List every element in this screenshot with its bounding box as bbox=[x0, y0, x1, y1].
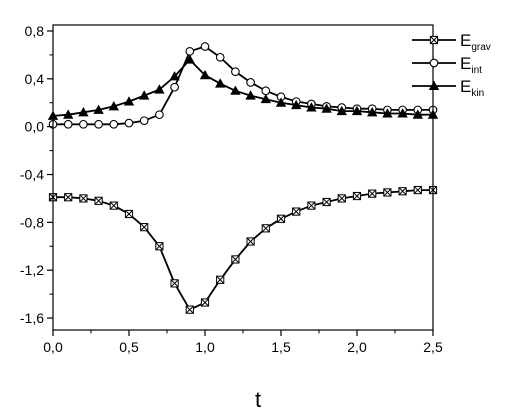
x-axis-title: t bbox=[255, 387, 261, 412]
data-point-grav bbox=[261, 224, 270, 233]
data-point-grav bbox=[155, 242, 164, 251]
data-point-grav bbox=[79, 194, 88, 203]
data-point-int bbox=[231, 67, 240, 76]
x-tick-label: 2,5 bbox=[423, 339, 443, 355]
x-tick-label: 0,5 bbox=[119, 339, 139, 355]
legend-marker-int bbox=[429, 58, 439, 68]
data-point-grav bbox=[322, 197, 331, 207]
data-point-grav bbox=[337, 194, 346, 203]
axes-layer: 0,0 0,5 1,0 1,5 2,0 2,5 0,8 0,4 0,0 -0,4 -0,8 -1,2 -… bbox=[20, 23, 443, 355]
data-point-grav bbox=[352, 191, 362, 201]
data-point-int bbox=[170, 82, 179, 92]
data-point-grav bbox=[413, 185, 422, 195]
legend-label-int: Eint bbox=[460, 54, 482, 76]
legend-entry-int: Eint bbox=[412, 54, 482, 76]
data-point-int bbox=[200, 42, 210, 51]
x-tick-label: 2,0 bbox=[347, 339, 367, 355]
legend-marker-grav bbox=[429, 35, 439, 45]
legend-label-grav: Egrav bbox=[460, 31, 491, 53]
data-point-kin bbox=[139, 90, 150, 100]
data-point-grav bbox=[140, 223, 149, 232]
data-point-grav bbox=[276, 214, 286, 223]
data-point-kin bbox=[291, 99, 302, 110]
data-point-kin bbox=[108, 101, 119, 111]
x-tick-label: 1,0 bbox=[195, 339, 215, 355]
data-point-kin bbox=[215, 78, 226, 88]
data-point-grav bbox=[246, 237, 255, 246]
data-point-kin bbox=[63, 109, 74, 119]
data-point-kin bbox=[230, 85, 241, 95]
data-point-int bbox=[155, 110, 164, 120]
data-point-kin bbox=[245, 90, 256, 100]
data-point-grav bbox=[109, 201, 118, 210]
data-point-kin bbox=[260, 93, 271, 104]
data-point-kin bbox=[93, 104, 104, 114]
data-point-int bbox=[139, 116, 149, 126]
data-point-int bbox=[63, 119, 73, 129]
data-point-grav bbox=[231, 255, 240, 264]
data-point-int bbox=[246, 78, 255, 87]
data-point-kin bbox=[367, 106, 378, 117]
data-point-int bbox=[109, 119, 119, 129]
y-tick-label: -1,6 bbox=[20, 310, 44, 326]
data-point-grav bbox=[383, 188, 392, 197]
series-kin bbox=[47, 54, 439, 120]
legend-entry-kin: Ekin bbox=[412, 77, 484, 99]
x-tick-label: 0,0 bbox=[43, 339, 63, 355]
data-point-grav bbox=[216, 275, 225, 284]
data-point-kin bbox=[382, 108, 393, 118]
data-point-kin bbox=[306, 102, 317, 112]
data-point-int bbox=[185, 46, 195, 56]
data-point-kin bbox=[351, 105, 363, 116]
data-point-int bbox=[124, 118, 134, 128]
y-tick-label: -0,4 bbox=[20, 167, 44, 183]
y-tick-label: -0,8 bbox=[20, 214, 44, 230]
data-point-grav bbox=[170, 279, 179, 288]
data-point-grav bbox=[64, 193, 73, 202]
data-point-grav bbox=[200, 298, 210, 307]
data-point-int bbox=[79, 119, 88, 129]
data-point-kin bbox=[154, 84, 165, 94]
legend-label-kin: Ekin bbox=[460, 77, 484, 99]
data-point-grav bbox=[185, 305, 194, 314]
data-point-int bbox=[215, 52, 225, 62]
y-tick-label: 0,0 bbox=[25, 119, 45, 135]
data-point-kin bbox=[169, 71, 180, 81]
data-point-kin bbox=[412, 109, 423, 119]
y-tick-label: -1,2 bbox=[20, 262, 44, 278]
data-point-grav bbox=[124, 209, 134, 219]
data-point-grav bbox=[292, 207, 301, 216]
data-point-kin bbox=[336, 105, 347, 116]
series-grav bbox=[48, 185, 438, 314]
data-point-kin bbox=[123, 96, 135, 106]
legend-marker-kin bbox=[428, 80, 440, 90]
y-tick-label: 0,8 bbox=[25, 23, 45, 39]
data-point-kin bbox=[184, 54, 195, 64]
data-point-grav bbox=[307, 201, 316, 210]
data-point-grav bbox=[398, 187, 407, 196]
data-point-int bbox=[94, 119, 103, 129]
y-tick-label: 0,4 bbox=[25, 71, 45, 87]
x-tick-label: 1,5 bbox=[271, 339, 291, 355]
data-point-kin bbox=[397, 108, 408, 118]
data-point-grav bbox=[368, 189, 377, 198]
data-point-kin bbox=[78, 106, 89, 117]
data-point-kin bbox=[275, 97, 287, 107]
data-point-kin bbox=[199, 69, 211, 80]
data-point-kin bbox=[321, 103, 332, 113]
data-point-grav bbox=[94, 196, 103, 205]
legend-entry-grav: Egrav bbox=[412, 31, 491, 53]
data-point-int bbox=[261, 86, 271, 96]
